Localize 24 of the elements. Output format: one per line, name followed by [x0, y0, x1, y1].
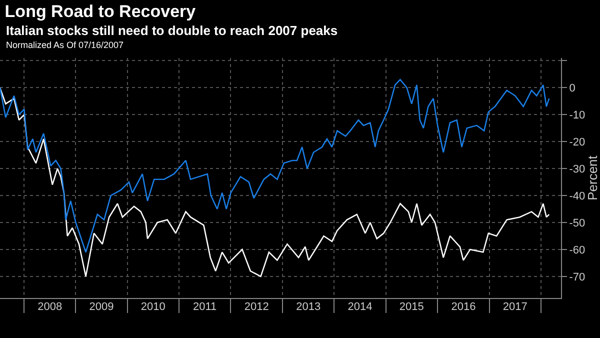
- line-series: [0, 78, 550, 253]
- y-tick-label: -50: [569, 217, 586, 230]
- y-tick-label: -40: [569, 190, 586, 202]
- x-tick-label: 2011: [193, 301, 217, 313]
- x-tick-label: 2008: [38, 301, 62, 313]
- y-tick-label: -60: [569, 244, 586, 256]
- x-tick-label: 2012: [244, 301, 269, 313]
- chart-title: Long Road to Recovery: [4, 2, 196, 21]
- y-tick-label: -10: [569, 109, 586, 122]
- x-tick-label: 2015: [399, 301, 424, 313]
- chart-subtitle: Italian stocks still need to double to reach 2007 peaks: [6, 23, 338, 38]
- y-axis-title: Percent: [585, 155, 600, 200]
- y-tick-label: -20: [569, 136, 586, 148]
- x-tick-label: 2014: [348, 301, 372, 313]
- x-tick-label: 2013: [296, 301, 321, 313]
- line-series: [0, 87, 550, 278]
- x-tick-label: 2010: [140, 301, 166, 313]
- y-tick-label: -70: [569, 271, 586, 284]
- x-tick-label: 2017: [502, 301, 528, 313]
- x-tick-label: 2016: [451, 301, 476, 313]
- y-tick-label: 0: [569, 82, 576, 95]
- x-tick-label: 2009: [89, 301, 114, 313]
- legend-title: Normalized As Of 07/16/2007: [6, 40, 124, 50]
- y-tick-label: -30: [569, 163, 586, 176]
